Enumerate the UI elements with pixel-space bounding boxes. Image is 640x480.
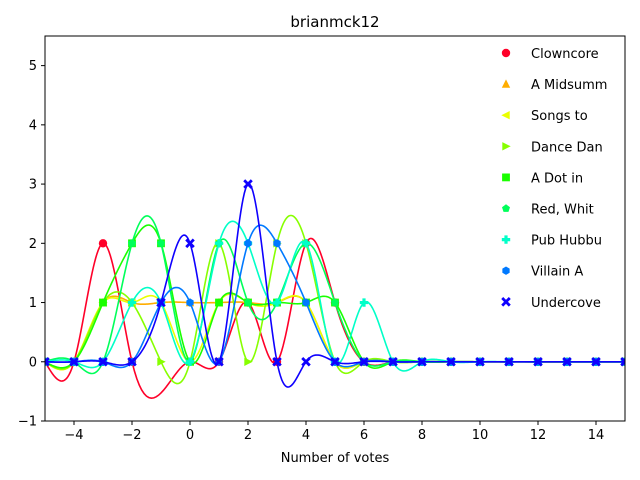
legend-label-dance-dan: Dance Dan — [531, 140, 603, 155]
data-point-clowncore — [98, 239, 108, 248]
legend-label-villain-a: Villain A — [531, 265, 583, 280]
legend-entry-a-midsumm: A Midsumm — [501, 78, 607, 93]
legend-marker-undercove — [501, 297, 511, 307]
data-point-dance-dan — [244, 357, 253, 366]
legend-marker-a-midsumm — [501, 79, 511, 88]
data-point-undercove — [98, 356, 108, 367]
data-point-villain-a — [186, 298, 194, 307]
data-point-undercove — [417, 356, 427, 367]
data-point-undercove — [330, 356, 340, 367]
legend-label-clowncore: Clowncore — [531, 47, 599, 62]
legend-entry-red-whit: Red, Whit — [502, 203, 594, 218]
data-point-red-whit — [244, 298, 252, 306]
chart-title: brianmck12 — [290, 13, 379, 31]
data-point-a-dot-in — [215, 298, 223, 307]
y-tick-label: 3 — [29, 178, 37, 193]
legend-entry-villain-a: Villain A — [502, 265, 583, 280]
series-undercove — [45, 179, 625, 388]
x-tick-label: 2 — [244, 428, 252, 443]
data-point-undercove — [562, 356, 572, 367]
data-point-undercove — [620, 356, 625, 367]
data-point-dance-dan — [157, 357, 166, 366]
data-point-red-whit — [331, 298, 339, 306]
legend-entry-a-dot-in: A Dot in — [502, 171, 583, 186]
x-tick-label: 6 — [360, 428, 368, 443]
legend-label-pub-hubbu: Pub Hubbu — [531, 234, 602, 249]
y-tick-label: 1 — [29, 296, 37, 311]
x-tick-label: 12 — [530, 428, 547, 443]
data-point-undercove — [301, 356, 311, 367]
legend-marker-red-whit — [502, 204, 510, 212]
legend-entry-undercove: Undercove — [501, 296, 601, 311]
legend-entry-dance-dan: Dance Dan — [502, 140, 603, 155]
legend-entry-songs-to: Songs to — [501, 109, 588, 124]
legend-marker-songs-to — [501, 111, 510, 120]
x-axis-label: Number of votes — [281, 451, 390, 466]
data-point-undercove — [127, 356, 137, 367]
x-tick-label: 8 — [418, 428, 426, 443]
data-point-undercove — [243, 179, 253, 189]
data-point-pub-hubbu — [359, 298, 369, 307]
data-point-undercove — [45, 356, 50, 367]
data-point-red-whit — [128, 239, 136, 247]
legend-label-a-midsumm: A Midsumm — [531, 78, 607, 93]
data-point-pub-hubbu — [127, 298, 137, 307]
data-point-villain-a — [273, 239, 281, 248]
data-point-pub-hubbu — [301, 239, 311, 248]
data-point-undercove — [359, 356, 369, 367]
data-point-pub-hubbu — [214, 239, 224, 248]
data-point-undercove — [388, 356, 398, 367]
data-point-undercove — [591, 356, 601, 367]
legend-label-songs-to: Songs to — [531, 109, 588, 124]
data-point-pub-hubbu — [185, 357, 195, 366]
x-tick-label: 4 — [302, 428, 310, 443]
x-tick-label: −4 — [64, 428, 83, 443]
y-tick-label: −1 — [18, 415, 37, 430]
plot-frame — [44, 35, 626, 422]
data-point-undercove — [533, 356, 543, 367]
data-point-villain-a — [244, 239, 252, 248]
legend: Clowncore A Midsumm Songs to Dance Dan A Dot… — [501, 47, 607, 311]
legend-label-undercove: Undercove — [531, 296, 601, 311]
y-tick-label: 2 — [29, 237, 37, 252]
x-tick-label: 14 — [588, 428, 605, 443]
x-tick-label: −2 — [122, 428, 141, 443]
legend-marker-a-dot-in — [502, 173, 510, 182]
y-tick-label: 0 — [29, 355, 37, 370]
legend-label-a-dot-in: A Dot in — [531, 171, 583, 186]
data-point-undercove — [272, 356, 282, 367]
y-tick-label: 4 — [29, 118, 37, 133]
data-point-undercove — [156, 297, 166, 308]
data-point-undercove — [185, 238, 195, 249]
legend-marker-clowncore — [501, 48, 511, 58]
data-point-undercove — [504, 356, 514, 367]
legend-marker-villain-a — [502, 266, 510, 275]
data-point-red-whit — [157, 239, 165, 247]
x-tick-label: 0 — [186, 428, 194, 443]
data-point-undercove — [446, 356, 456, 367]
legend-marker-pub-hubbu — [501, 235, 511, 244]
x-tick-label: 10 — [472, 428, 489, 443]
data-point-villain-a — [302, 298, 310, 307]
legend-label-red-whit: Red, Whit — [531, 203, 594, 218]
data-point-undercove — [69, 356, 79, 367]
legend-entry-pub-hubbu: Pub Hubbu — [501, 234, 602, 249]
legend-marker-dance-dan — [502, 142, 511, 151]
data-point-pub-hubbu — [272, 298, 282, 307]
data-point-undercove — [475, 356, 485, 367]
data-point-a-dot-in — [99, 298, 107, 307]
series-clip-group — [45, 179, 625, 399]
series-layer — [45, 179, 625, 399]
legend-entry-clowncore: Clowncore — [501, 47, 599, 62]
y-tick-label: 5 — [29, 59, 37, 74]
data-point-undercove — [214, 356, 224, 367]
